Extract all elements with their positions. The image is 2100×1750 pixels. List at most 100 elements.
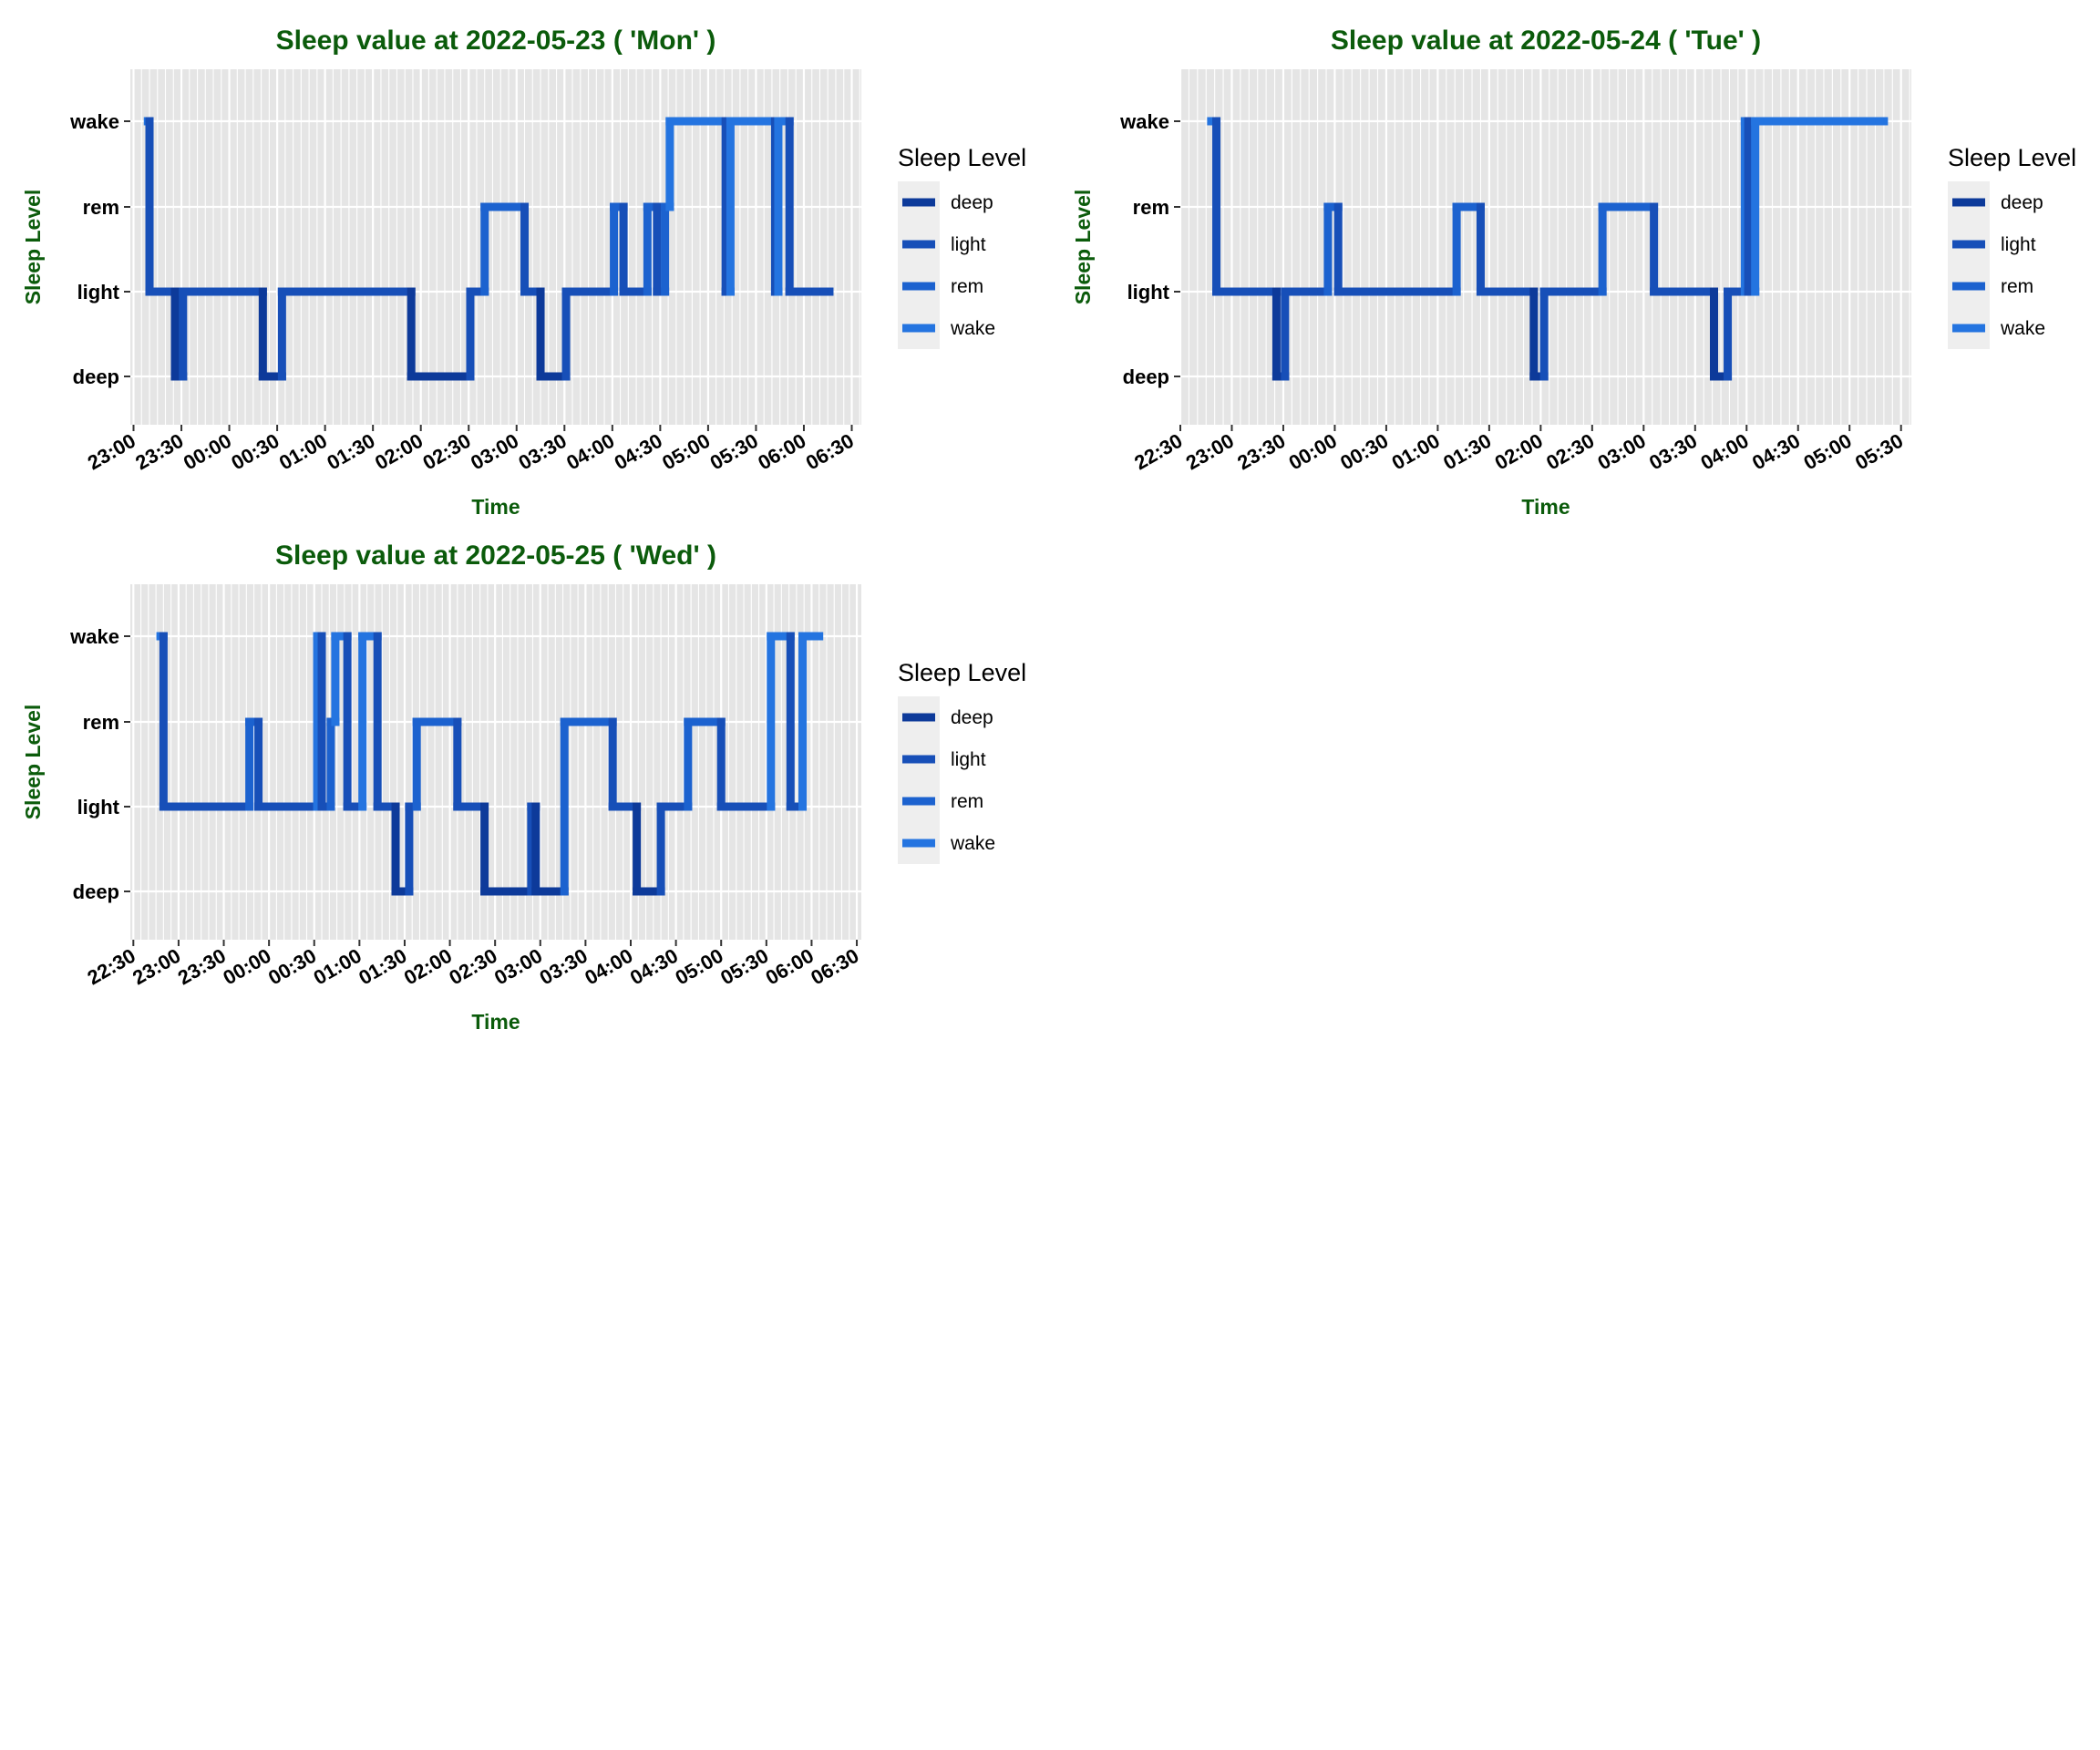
x-tick-label: 23:00	[129, 944, 184, 990]
x-tick-label: 00:30	[227, 429, 283, 475]
y-tick-label: light	[77, 281, 120, 304]
x-tick-label: 01:30	[1439, 429, 1495, 475]
y-tick-label: rem	[83, 711, 119, 734]
x-tick-label: 01:00	[310, 944, 365, 990]
y-tick-label: wake	[69, 110, 119, 133]
x-tick-label: 01:30	[355, 944, 410, 990]
x-tick-label: 23:30	[174, 944, 230, 990]
legend-title: Sleep Level	[898, 144, 1026, 171]
x-tick-label: 00:00	[219, 944, 274, 990]
x-tick-label: 02:00	[400, 944, 456, 990]
x-tick-label: 02:00	[1491, 429, 1547, 475]
legend: Sleep Level deep light rem wake	[1948, 144, 2076, 349]
legend-label: deep	[951, 707, 993, 728]
x-tick-label: 06:30	[802, 429, 858, 475]
x-tick-label: 04:30	[611, 429, 666, 475]
grid-lines	[130, 584, 861, 940]
x-tick-label: 22:30	[84, 944, 139, 990]
x-tick-label: 23:00	[84, 429, 139, 475]
x-tick-label: 03:00	[467, 429, 522, 475]
x-tick-label: 00:00	[180, 429, 235, 475]
chart-title: Sleep value at 2022-05-23 ( 'Mon' )	[276, 26, 716, 56]
y-tick-label: deep	[73, 880, 119, 903]
legend-label: light	[951, 234, 986, 255]
x-axis-title: Time	[471, 495, 520, 519]
y-tick-label: rem	[83, 196, 119, 219]
legend-label: wake	[950, 318, 995, 339]
x-axis: 22:3023:0023:3000:0000:3001:0001:3002:00…	[1130, 425, 1907, 474]
x-tick-label: 02:30	[418, 429, 474, 475]
y-tick-label: deep	[1123, 365, 1169, 388]
x-tick-label: 06:00	[754, 429, 809, 475]
legend: Sleep Level deep light rem wake	[898, 144, 1026, 349]
x-tick-label: 01:00	[1388, 429, 1444, 475]
x-tick-label: 04:00	[581, 944, 636, 990]
legend-title: Sleep Level	[1948, 144, 2076, 171]
x-tick-label: 05:30	[1851, 429, 1907, 475]
y-axis-title: Sleep Level	[21, 705, 45, 820]
x-axis: 22:3023:0023:3000:0000:3001:0001:3002:00…	[84, 940, 863, 989]
x-tick-label: 03:00	[1594, 429, 1650, 475]
x-tick-label: 00:30	[1336, 429, 1392, 475]
chart-mon: Sleep value at 2022-05-23 ( 'Mon' ) deep l…	[21, 26, 1026, 519]
chart-tue: Sleep value at 2022-05-24 ( 'Tue' ) deep l…	[1071, 26, 2076, 519]
y-axis: deep light rem wake	[1119, 110, 1180, 388]
x-tick-label: 00:30	[264, 944, 320, 990]
x-tick-label: 04:30	[626, 944, 682, 990]
y-axis: deep light rem wake	[69, 110, 130, 388]
y-axis: deep light rem wake	[69, 625, 130, 903]
chart-wed: Sleep value at 2022-05-25 ( 'Wed' ) deep l…	[21, 540, 1026, 1034]
x-tick-label: 05:00	[1799, 429, 1855, 475]
x-tick-label: 04:00	[562, 429, 618, 475]
legend-label: light	[951, 749, 986, 770]
x-axis-title: Time	[471, 1010, 520, 1034]
x-tick-label: 05:30	[716, 944, 772, 990]
legend-label: rem	[951, 276, 983, 297]
x-tick-label: 06:00	[762, 944, 818, 990]
y-axis-title: Sleep Level	[21, 190, 45, 305]
x-tick-label: 23:30	[131, 429, 187, 475]
legend-title: Sleep Level	[898, 659, 1026, 686]
x-tick-label: 23:00	[1182, 429, 1238, 475]
x-axis: 23:0023:3000:0000:3001:0001:3002:0002:30…	[84, 425, 858, 474]
x-tick-label: 03:30	[515, 429, 571, 475]
x-tick-label: 23:30	[1233, 429, 1289, 475]
legend-label: wake	[950, 833, 995, 854]
x-tick-label: 03:30	[536, 944, 592, 990]
x-tick-label: 01:00	[275, 429, 331, 475]
legend: Sleep Level deep light rem wake	[898, 659, 1026, 864]
x-tick-label: 02:30	[445, 944, 500, 990]
x-tick-label: 22:30	[1130, 429, 1186, 475]
x-tick-label: 01:30	[323, 429, 378, 475]
legend-label: deep	[951, 192, 993, 213]
chart-title: Sleep value at 2022-05-25 ( 'Wed' )	[275, 540, 716, 571]
x-tick-label: 05:00	[658, 429, 714, 475]
x-tick-label: 00:00	[1285, 429, 1341, 475]
x-tick-label: 04:00	[1697, 429, 1753, 475]
x-tick-label: 06:30	[807, 944, 862, 990]
x-tick-label: 02:30	[1542, 429, 1598, 475]
legend-label: wake	[2000, 318, 2045, 339]
x-axis-title: Time	[1521, 495, 1570, 519]
y-tick-label: light	[77, 796, 120, 818]
sleep-segments	[1207, 117, 1889, 381]
y-axis-title: Sleep Level	[1071, 190, 1095, 305]
x-tick-label: 05:30	[706, 429, 762, 475]
legend-label: light	[2001, 234, 2036, 255]
x-tick-label: 02:00	[371, 429, 427, 475]
sleep-segments	[156, 632, 824, 896]
y-tick-label: light	[1127, 281, 1170, 304]
plot-panel	[130, 69, 861, 425]
x-tick-label: 05:00	[671, 944, 726, 990]
y-tick-label: wake	[1119, 110, 1169, 133]
sleep-segments	[143, 117, 834, 381]
y-tick-label: rem	[1133, 196, 1169, 219]
legend-label: deep	[2001, 192, 2043, 213]
legend-label: rem	[2001, 276, 2033, 297]
x-tick-label: 03:00	[490, 944, 546, 990]
legend-label: rem	[951, 791, 983, 812]
x-tick-label: 04:30	[1748, 429, 1804, 475]
y-tick-label: deep	[73, 365, 119, 388]
chart-title: Sleep value at 2022-05-24 ( 'Tue' )	[1331, 26, 1761, 56]
